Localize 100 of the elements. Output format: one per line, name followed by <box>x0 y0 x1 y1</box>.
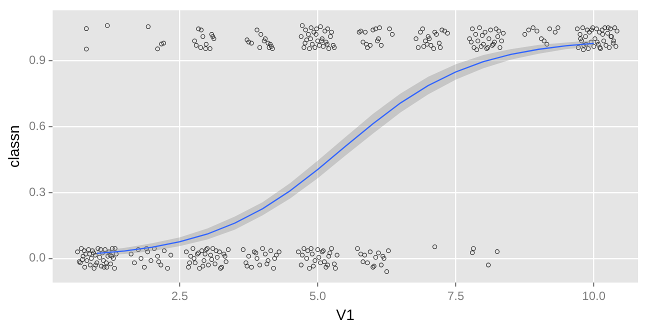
point <box>136 247 141 252</box>
point <box>210 34 216 39</box>
point <box>438 45 443 50</box>
point <box>84 258 90 263</box>
point <box>362 252 368 258</box>
point <box>161 40 166 46</box>
point <box>145 249 150 254</box>
point <box>260 246 265 251</box>
point <box>423 38 428 44</box>
point <box>192 260 198 266</box>
point <box>252 249 257 254</box>
point <box>576 45 581 50</box>
point <box>186 264 191 270</box>
point <box>302 246 306 251</box>
point <box>358 28 364 34</box>
point <box>109 254 114 259</box>
point <box>196 26 201 32</box>
point <box>496 28 502 34</box>
point <box>579 38 584 44</box>
point <box>208 46 212 51</box>
point <box>97 254 102 260</box>
point <box>314 32 318 37</box>
point <box>494 26 498 32</box>
point <box>330 43 336 48</box>
y-tick-label: 0.3 <box>28 184 46 199</box>
point <box>318 24 323 30</box>
point <box>208 252 213 258</box>
point <box>552 30 558 35</box>
point <box>478 44 484 49</box>
point <box>320 36 324 42</box>
point <box>534 28 540 34</box>
point <box>114 252 119 256</box>
point <box>578 32 582 37</box>
point <box>470 250 475 256</box>
point <box>384 269 390 274</box>
point <box>269 44 274 49</box>
point <box>601 38 606 44</box>
point <box>418 30 423 35</box>
point <box>375 38 380 44</box>
point <box>270 46 275 51</box>
point <box>544 42 550 47</box>
point <box>436 40 442 46</box>
point <box>380 254 386 259</box>
y-tick-label: 0.9 <box>28 53 46 68</box>
point <box>87 252 92 256</box>
point <box>188 254 194 259</box>
point <box>310 264 316 268</box>
point <box>217 249 222 254</box>
point <box>586 46 591 51</box>
point <box>262 38 267 44</box>
point <box>440 28 444 32</box>
point <box>98 247 104 252</box>
point <box>202 252 208 256</box>
point <box>92 266 96 271</box>
point <box>240 247 246 252</box>
point <box>142 264 147 270</box>
point <box>148 258 154 263</box>
point <box>530 25 536 30</box>
point <box>606 25 611 30</box>
point <box>315 38 320 44</box>
point <box>314 26 319 32</box>
point <box>102 247 108 252</box>
point <box>106 254 110 259</box>
point <box>192 256 196 261</box>
point <box>302 45 306 50</box>
point <box>106 249 112 254</box>
point <box>304 256 310 261</box>
point <box>304 38 310 42</box>
point <box>165 266 170 271</box>
point <box>258 32 264 37</box>
point <box>365 260 370 266</box>
point <box>329 246 334 251</box>
point <box>324 42 330 47</box>
point <box>200 264 206 268</box>
point <box>88 256 94 261</box>
point <box>159 42 164 46</box>
point <box>206 262 211 268</box>
point <box>324 264 328 270</box>
point <box>262 252 268 256</box>
point <box>432 244 438 250</box>
point <box>421 44 426 49</box>
point <box>244 38 250 42</box>
point <box>200 34 206 39</box>
point <box>214 248 218 254</box>
point <box>365 45 370 50</box>
x-tick-label: 5.0 <box>309 289 326 304</box>
point <box>382 256 386 261</box>
point <box>431 46 436 51</box>
point <box>93 262 98 268</box>
point <box>574 26 580 32</box>
point <box>600 32 606 37</box>
point <box>276 249 282 254</box>
point <box>322 259 327 264</box>
point <box>434 32 439 37</box>
point <box>300 252 305 258</box>
point <box>602 25 608 30</box>
point <box>315 247 320 252</box>
point <box>318 260 323 266</box>
point <box>203 46 208 51</box>
point <box>184 249 189 254</box>
